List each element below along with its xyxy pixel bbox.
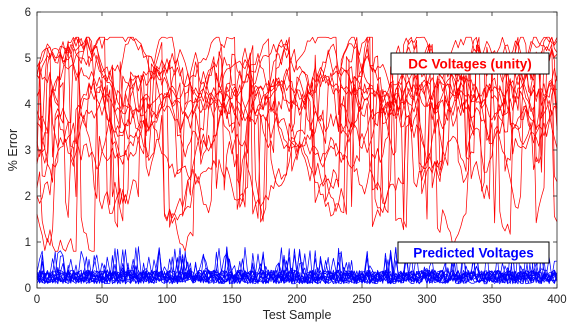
predicted-voltage-line xyxy=(36,249,558,285)
x-tick-label: 250 xyxy=(352,294,371,306)
y-tick-label: 4 xyxy=(25,99,32,111)
dc-voltage-lines xyxy=(36,36,558,252)
dc-voltage-line xyxy=(36,36,558,228)
x-tick-label: 350 xyxy=(482,294,501,306)
annotation-dc-voltages: DC Voltages (unity) xyxy=(390,52,550,75)
predicted-voltage-lines xyxy=(36,246,558,285)
x-axis-label: Test Sample xyxy=(263,308,332,322)
y-tick-label: 6 xyxy=(25,7,31,19)
y-tick-label: 5 xyxy=(25,53,31,65)
dc-voltage-line xyxy=(36,36,558,252)
annotation-dc-box xyxy=(390,52,550,75)
y-axis-label: % Error xyxy=(6,129,20,171)
annotation-predicted-text: Predicted Voltages xyxy=(413,246,534,261)
x-tick-label: 300 xyxy=(417,294,436,306)
annotation-predicted-voltages: Predicted Voltages xyxy=(397,241,550,264)
predicted-voltage-line xyxy=(36,247,558,285)
x-tick-label: 100 xyxy=(157,294,176,306)
x-tick-label: 400 xyxy=(547,294,566,306)
annotation-dc-text: DC Voltages (unity) xyxy=(408,57,532,72)
y-tick-label: 0 xyxy=(25,283,31,295)
y-tick-label: 3 xyxy=(25,145,31,157)
annotation-predicted-box xyxy=(397,241,550,264)
y-tick-label: 1 xyxy=(25,237,31,249)
x-tick-label: 0 xyxy=(34,294,40,306)
dc-voltage-line xyxy=(36,36,558,231)
dc-voltage-line xyxy=(36,36,558,251)
x-tick-label: 200 xyxy=(287,294,306,306)
dc-voltage-line xyxy=(36,36,558,252)
y-tick-label: 2 xyxy=(25,191,31,203)
x-tick-label: 50 xyxy=(96,294,109,306)
axis-ticks: 0 50 100 150 200 250 300 350 400 0 1 2 3 4 5 6 xyxy=(25,7,567,306)
dc-voltage-line xyxy=(36,36,558,222)
x-tick-label: 150 xyxy=(222,294,241,306)
